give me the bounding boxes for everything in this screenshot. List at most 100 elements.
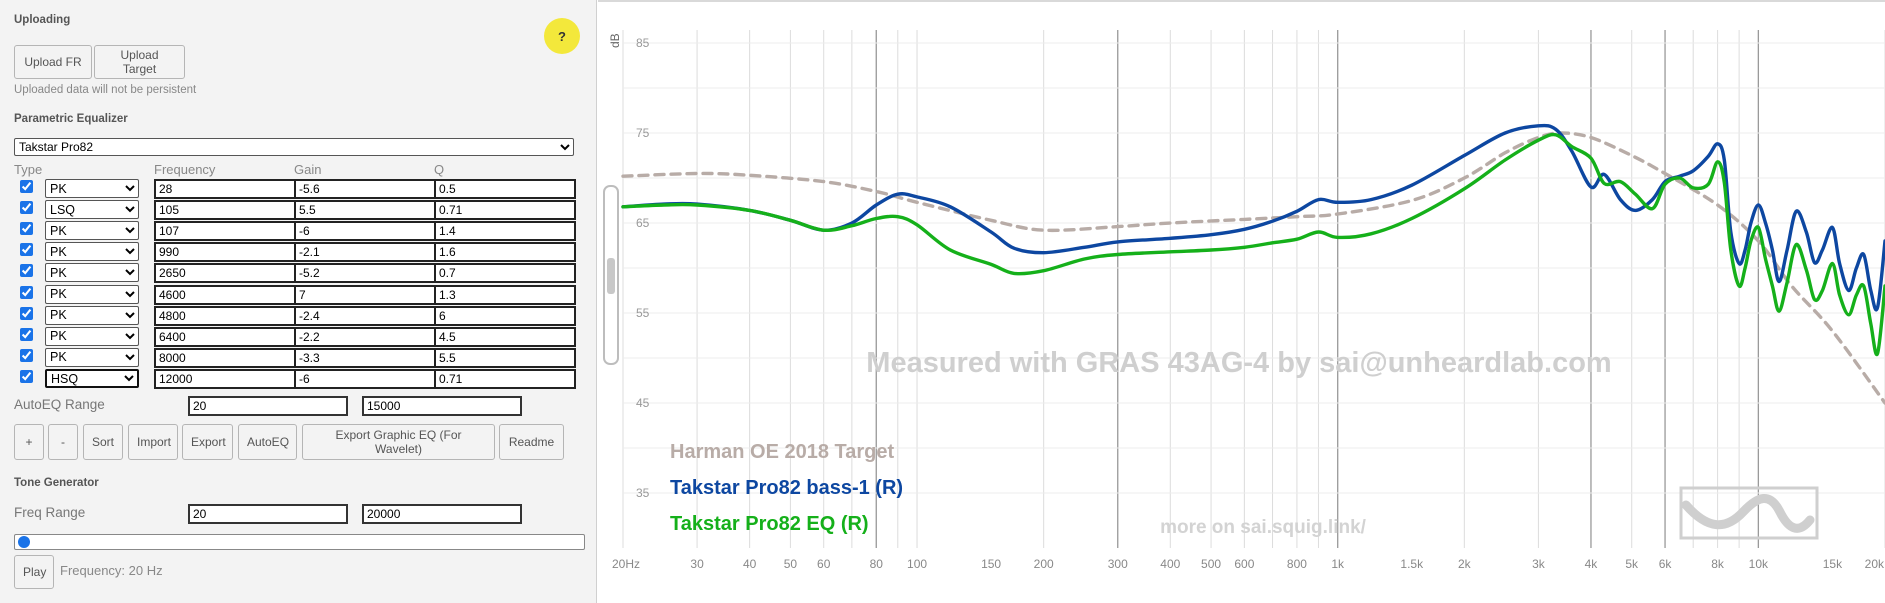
legend: Harman OE 2018 Target Takstar Pro82 bass-…: [670, 441, 903, 535]
legend-entry-target[interactable]: Harman OE 2018 Target: [670, 441, 895, 463]
filter-type-select[interactable]: PK: [45, 242, 139, 262]
filter-gain-input[interactable]: [294, 368, 436, 389]
filter-gain-input[interactable]: [294, 179, 436, 199]
filter-row: LSQ: [0, 200, 597, 221]
upload-target-button[interactable]: Upload Target: [94, 45, 185, 79]
export-button[interactable]: Export: [182, 424, 233, 460]
legend-entry-eq[interactable]: Takstar Pro82 EQ (R): [670, 513, 869, 535]
filter-type-select[interactable]: PK: [45, 305, 139, 325]
filter-frequency-input[interactable]: [154, 326, 296, 347]
filter-frequency-input[interactable]: [154, 284, 296, 305]
tone-max-input[interactable]: [362, 504, 522, 524]
filter-type-select[interactable]: PK: [45, 347, 139, 367]
filter-frequency-input[interactable]: [154, 200, 296, 221]
filter-enabled-checkbox[interactable]: [20, 369, 33, 383]
filter-q-input[interactable]: [434, 368, 576, 389]
filter-type-select[interactable]: HSQ: [45, 368, 139, 388]
x-tick-label: 1k: [1331, 557, 1345, 571]
filter-q-input[interactable]: [434, 263, 576, 284]
filter-gain-input[interactable]: [294, 305, 436, 326]
filter-q-input[interactable]: [434, 326, 576, 347]
preset-select[interactable]: Takstar Pro82: [14, 138, 574, 156]
filter-gain-input[interactable]: [294, 284, 436, 305]
slider-thumb[interactable]: [18, 536, 30, 548]
readme-button[interactable]: Readme: [499, 424, 564, 460]
filter-frequency-input[interactable]: [154, 263, 296, 284]
filter-enabled-checkbox[interactable]: [20, 285, 33, 299]
filter-gain-input[interactable]: [294, 347, 436, 368]
add-filter-button[interactable]: +: [14, 424, 44, 460]
filter-gain-input[interactable]: [294, 200, 436, 221]
filter-q-input[interactable]: [434, 305, 576, 326]
filter-frequency-input[interactable]: [154, 242, 296, 263]
filter-frequency-input[interactable]: [154, 347, 296, 368]
y-tick-label: 55: [636, 306, 650, 320]
filter-type-select[interactable]: PK: [45, 326, 139, 346]
filter-gain-input[interactable]: [294, 326, 436, 347]
filter-gain-input[interactable]: [294, 263, 436, 284]
filter-enabled-checkbox[interactable]: [20, 264, 33, 278]
filter-row: PK: [0, 284, 597, 306]
play-button[interactable]: Play: [14, 555, 54, 589]
tone-generator-heading: Tone Generator: [14, 477, 99, 489]
filter-enabled-checkbox[interactable]: [20, 201, 33, 215]
filter-type-select[interactable]: PK: [45, 179, 139, 198]
filter-type-select[interactable]: PK: [45, 284, 139, 304]
filter-row: PK: [0, 179, 597, 200]
filter-frequency-input[interactable]: [154, 368, 296, 389]
x-tick-label: 3k: [1532, 557, 1546, 571]
y-tick-label: 35: [636, 486, 650, 500]
filter-type-select[interactable]: PK: [45, 221, 139, 241]
filter-gain-input[interactable]: [294, 221, 436, 242]
filter-enabled-checkbox[interactable]: [20, 306, 33, 320]
filter-row: PK: [0, 305, 597, 327]
sort-button[interactable]: Sort: [83, 424, 123, 460]
x-tick-label: 80: [870, 557, 884, 571]
filter-q-input[interactable]: [434, 179, 576, 199]
x-tick-label: 600: [1234, 557, 1254, 571]
filter-q-input[interactable]: [434, 242, 576, 263]
squiglink-logo-icon[interactable]: [1679, 486, 1819, 540]
filter-row: PK: [0, 347, 597, 369]
x-tick-labels: 20Hz 30 40 50 60 80 100 150 200 300 400 500 600 800 1k…: [612, 557, 1885, 571]
remove-filter-button[interactable]: -: [48, 424, 78, 460]
legend-entry-bass[interactable]: Takstar Pro82 bass-1 (R): [670, 477, 903, 499]
autoeq-max-input[interactable]: [362, 396, 522, 416]
help-button[interactable]: ?: [544, 18, 580, 54]
q-column-header: Q: [434, 162, 445, 177]
filter-enabled-checkbox[interactable]: [20, 222, 33, 236]
upload-fr-button[interactable]: Upload FR: [14, 45, 92, 79]
x-tick-label: 15k: [1823, 557, 1843, 571]
autoeq-min-input[interactable]: [188, 396, 348, 416]
filter-q-input[interactable]: [434, 221, 576, 242]
scale-handle[interactable]: [603, 185, 619, 365]
tone-frequency-slider[interactable]: [14, 534, 585, 550]
y-tick-label: 75: [636, 126, 650, 140]
filter-q-input[interactable]: [434, 347, 576, 368]
x-tick-label: 5k: [1625, 557, 1639, 571]
filter-q-input[interactable]: [434, 284, 576, 305]
x-tick-label: 60: [817, 557, 831, 571]
filter-enabled-checkbox[interactable]: [20, 243, 33, 257]
import-button[interactable]: Import: [128, 424, 178, 460]
filter-type-select[interactable]: LSQ: [45, 200, 139, 220]
filter-gain-input[interactable]: [294, 242, 436, 263]
autoeq-range-label: AutoEQ Range: [14, 397, 105, 412]
filter-frequency-input[interactable]: [154, 221, 296, 242]
tone-min-input[interactable]: [188, 504, 348, 524]
filter-row: PK: [0, 242, 597, 263]
export-graphic-eq-button[interactable]: Export Graphic EQ (For Wavelet): [302, 424, 495, 460]
filter-enabled-checkbox[interactable]: [20, 327, 33, 341]
filter-enabled-checkbox[interactable]: [20, 348, 33, 362]
filter-q-input[interactable]: [434, 200, 576, 221]
y-tick-label: 45: [636, 396, 650, 410]
tone-frequency-readout: Frequency: 20 Hz: [60, 563, 163, 578]
upload-note: Uploaded data will not be persistent: [14, 84, 197, 96]
filter-frequency-input[interactable]: [154, 305, 296, 326]
filter-type-select[interactable]: PK: [45, 263, 139, 283]
filter-enabled-checkbox[interactable]: [20, 180, 33, 193]
x-tick-label: 40: [743, 557, 757, 571]
filter-frequency-input[interactable]: [154, 179, 296, 199]
autoeq-button[interactable]: AutoEQ: [238, 424, 297, 460]
watermark-text: Measured with GRAS 43AG-4 by sai@unheard…: [866, 347, 1611, 379]
